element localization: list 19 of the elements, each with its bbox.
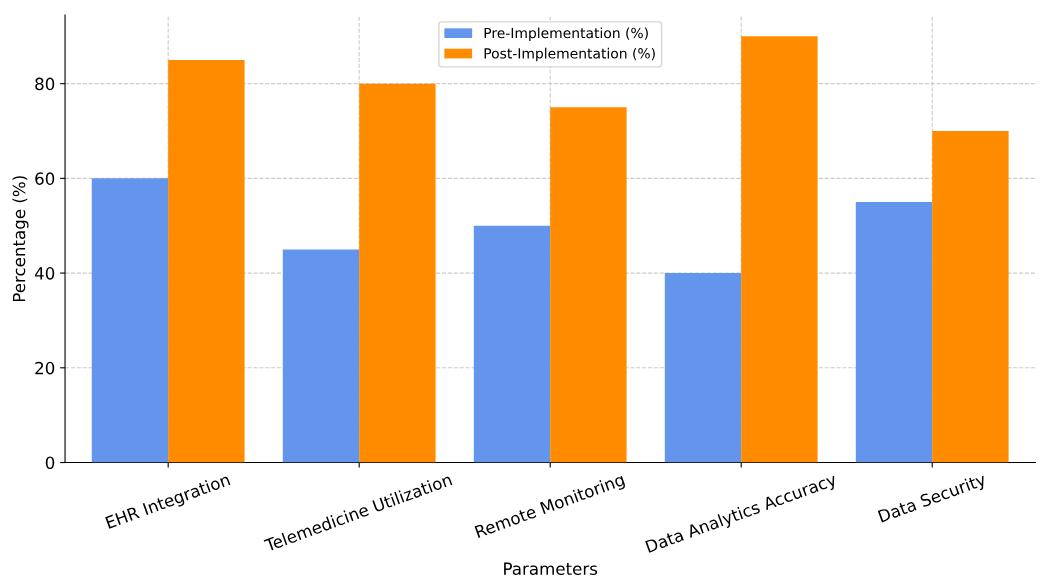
- bar: [741, 36, 818, 463]
- bar: [932, 131, 1009, 463]
- bar: [91, 178, 169, 463]
- y-tick-label: 0: [45, 456, 55, 470]
- bar: [550, 107, 627, 463]
- legend-label: Post-Implementation (%): [484, 47, 655, 62]
- bar: [855, 202, 933, 463]
- bar: [664, 273, 742, 463]
- bar: [473, 225, 551, 463]
- legend-label: Pre-Implementation (%): [484, 27, 648, 41]
- y-axis-title: Percentage (%): [12, 176, 29, 302]
- y-tick-label: 20: [35, 361, 55, 375]
- bar: [168, 59, 245, 463]
- bar: [359, 83, 436, 463]
- x-axis-title: Parameters: [504, 562, 598, 576]
- y-tick-label: 80: [35, 77, 55, 91]
- bar: [282, 249, 360, 463]
- y-tick-label: 40: [34, 267, 55, 280]
- y-tick-label: 60: [35, 172, 55, 185]
